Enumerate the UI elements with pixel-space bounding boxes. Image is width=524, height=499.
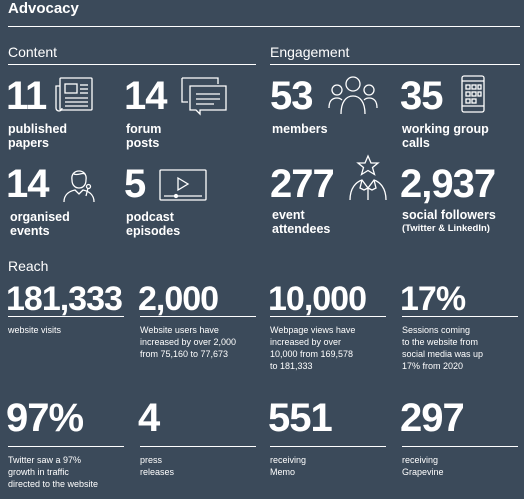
reach-value-sessions: 17% <box>400 280 466 318</box>
stat-label-attendees: event attendees <box>272 208 331 236</box>
stat-label-podcast: podcast episodes <box>126 210 181 238</box>
reach-divider <box>402 446 518 447</box>
stat-label-events: organised events <box>10 210 70 238</box>
stat-sublabel-followers: (Twitter & LinkedIn) <box>402 223 490 234</box>
reach-desc-press: press releases <box>140 455 175 477</box>
stat-value-followers: 2,937 <box>400 162 496 206</box>
content-divider <box>8 64 256 65</box>
stat-value-forum: 14 <box>124 74 167 118</box>
reach-desc-views: Webpage views have increased by over 10,00… <box>270 325 356 371</box>
reach-value-views: 10,000 <box>268 280 367 318</box>
reach-value-twitter: 97% <box>6 396 84 440</box>
stat-label-calls: working group calls <box>402 122 489 150</box>
video-player-icon <box>158 168 208 202</box>
reach-desc-users: Website users have increased by over 2,00… <box>140 325 237 359</box>
stat-value-papers: 11 <box>6 74 47 118</box>
reach-value-visits: 181,333 <box>6 280 123 318</box>
chat-bubbles-icon <box>180 76 230 116</box>
reach-divider <box>270 316 386 317</box>
stat-label-members: members <box>272 122 328 136</box>
reach-divider <box>140 316 256 317</box>
reach-divider <box>8 316 124 317</box>
stat-label-followers: social followers <box>402 208 496 222</box>
people-group-icon <box>328 74 378 116</box>
phone-icon <box>460 74 486 114</box>
speaker-icon <box>60 164 100 204</box>
stat-value-events: 14 <box>6 162 49 206</box>
engagement-heading: Engagement <box>270 44 350 60</box>
reach-divider <box>402 316 518 317</box>
reach-divider <box>140 446 256 447</box>
reach-value-grapevine: 297 <box>400 396 465 440</box>
reach-divider <box>270 446 386 447</box>
title-divider <box>8 26 520 27</box>
stat-value-attendees: 277 <box>270 162 335 206</box>
stat-label-papers: published papers <box>8 122 68 150</box>
reach-value-memo: 551 <box>268 396 333 440</box>
reach-heading: Reach <box>8 258 49 274</box>
page-title: Advocacy <box>8 0 79 17</box>
content-heading: Content <box>8 44 58 60</box>
reach-desc-grapevine: receiving Grapevine <box>402 455 444 477</box>
stat-value-calls: 35 <box>400 74 443 118</box>
reach-value-press: 4 <box>138 396 160 440</box>
stat-value-members: 53 <box>270 74 313 118</box>
newspaper-icon <box>54 76 96 114</box>
reach-desc-visits: website visits <box>8 325 62 335</box>
reach-desc-sessions: Sessions coming to the website from social… <box>402 325 484 371</box>
reach-desc-memo: receiving Memo <box>270 455 307 477</box>
stat-label-forum: forum posts <box>126 122 162 150</box>
engagement-divider <box>270 64 520 65</box>
stat-value-podcast: 5 <box>124 162 146 206</box>
star-person-icon <box>346 154 390 202</box>
reach-divider <box>8 446 124 447</box>
reach-desc-twitter: Twitter saw a 97% growth in traffic direct… <box>8 455 99 489</box>
reach-value-users: 2,000 <box>138 280 219 318</box>
